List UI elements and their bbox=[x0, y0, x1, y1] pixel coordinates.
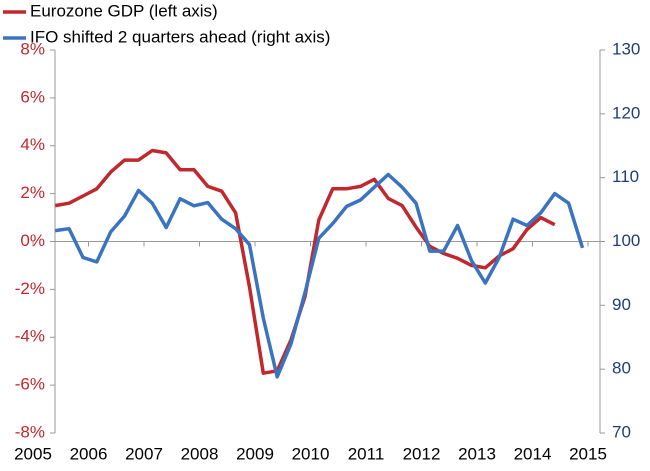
x-tick-label: 2006 bbox=[70, 444, 108, 463]
y-tick-label: 6% bbox=[20, 87, 45, 106]
x-tick-label: 2005 bbox=[14, 444, 52, 463]
y-tick-label: -6% bbox=[15, 375, 45, 394]
legend-label: IFO shifted 2 quarters ahead (right axis… bbox=[30, 27, 330, 46]
y2-tick-label: 130 bbox=[612, 39, 640, 58]
x-tick-label: 2009 bbox=[236, 444, 274, 463]
y2-tick-label: 120 bbox=[612, 103, 640, 122]
x-tick-label: 2007 bbox=[125, 444, 163, 463]
series-line bbox=[54, 148, 556, 375]
y-tick-label: -8% bbox=[15, 422, 45, 441]
x-tick-label: 2011 bbox=[348, 444, 385, 463]
series-line bbox=[54, 172, 585, 379]
y-tick-label: 4% bbox=[20, 135, 45, 154]
y2-tick-label: 110 bbox=[612, 167, 639, 186]
x-tick-label: 2013 bbox=[458, 444, 496, 463]
y2-tick-label: 70 bbox=[612, 422, 631, 441]
legend-label: Eurozone GDP (left axis) bbox=[30, 1, 218, 20]
y2-tick-label: 100 bbox=[612, 231, 640, 250]
y-tick-label: 2% bbox=[20, 183, 45, 202]
y-tick-label: 8% bbox=[20, 39, 45, 58]
y-tick-label: 0% bbox=[20, 231, 45, 250]
x-tick-label: 2010 bbox=[292, 444, 330, 463]
x-tick-label: 2008 bbox=[181, 444, 219, 463]
x-tick-label: 2014 bbox=[514, 444, 552, 463]
y-tick-label: -4% bbox=[15, 327, 45, 346]
y2-tick-label: 90 bbox=[612, 295, 631, 314]
y-tick-label: -2% bbox=[15, 279, 45, 298]
y2-tick-label: 80 bbox=[612, 359, 631, 378]
x-tick-label: 2012 bbox=[403, 444, 441, 463]
x-tick-label: 2015 bbox=[569, 444, 607, 463]
